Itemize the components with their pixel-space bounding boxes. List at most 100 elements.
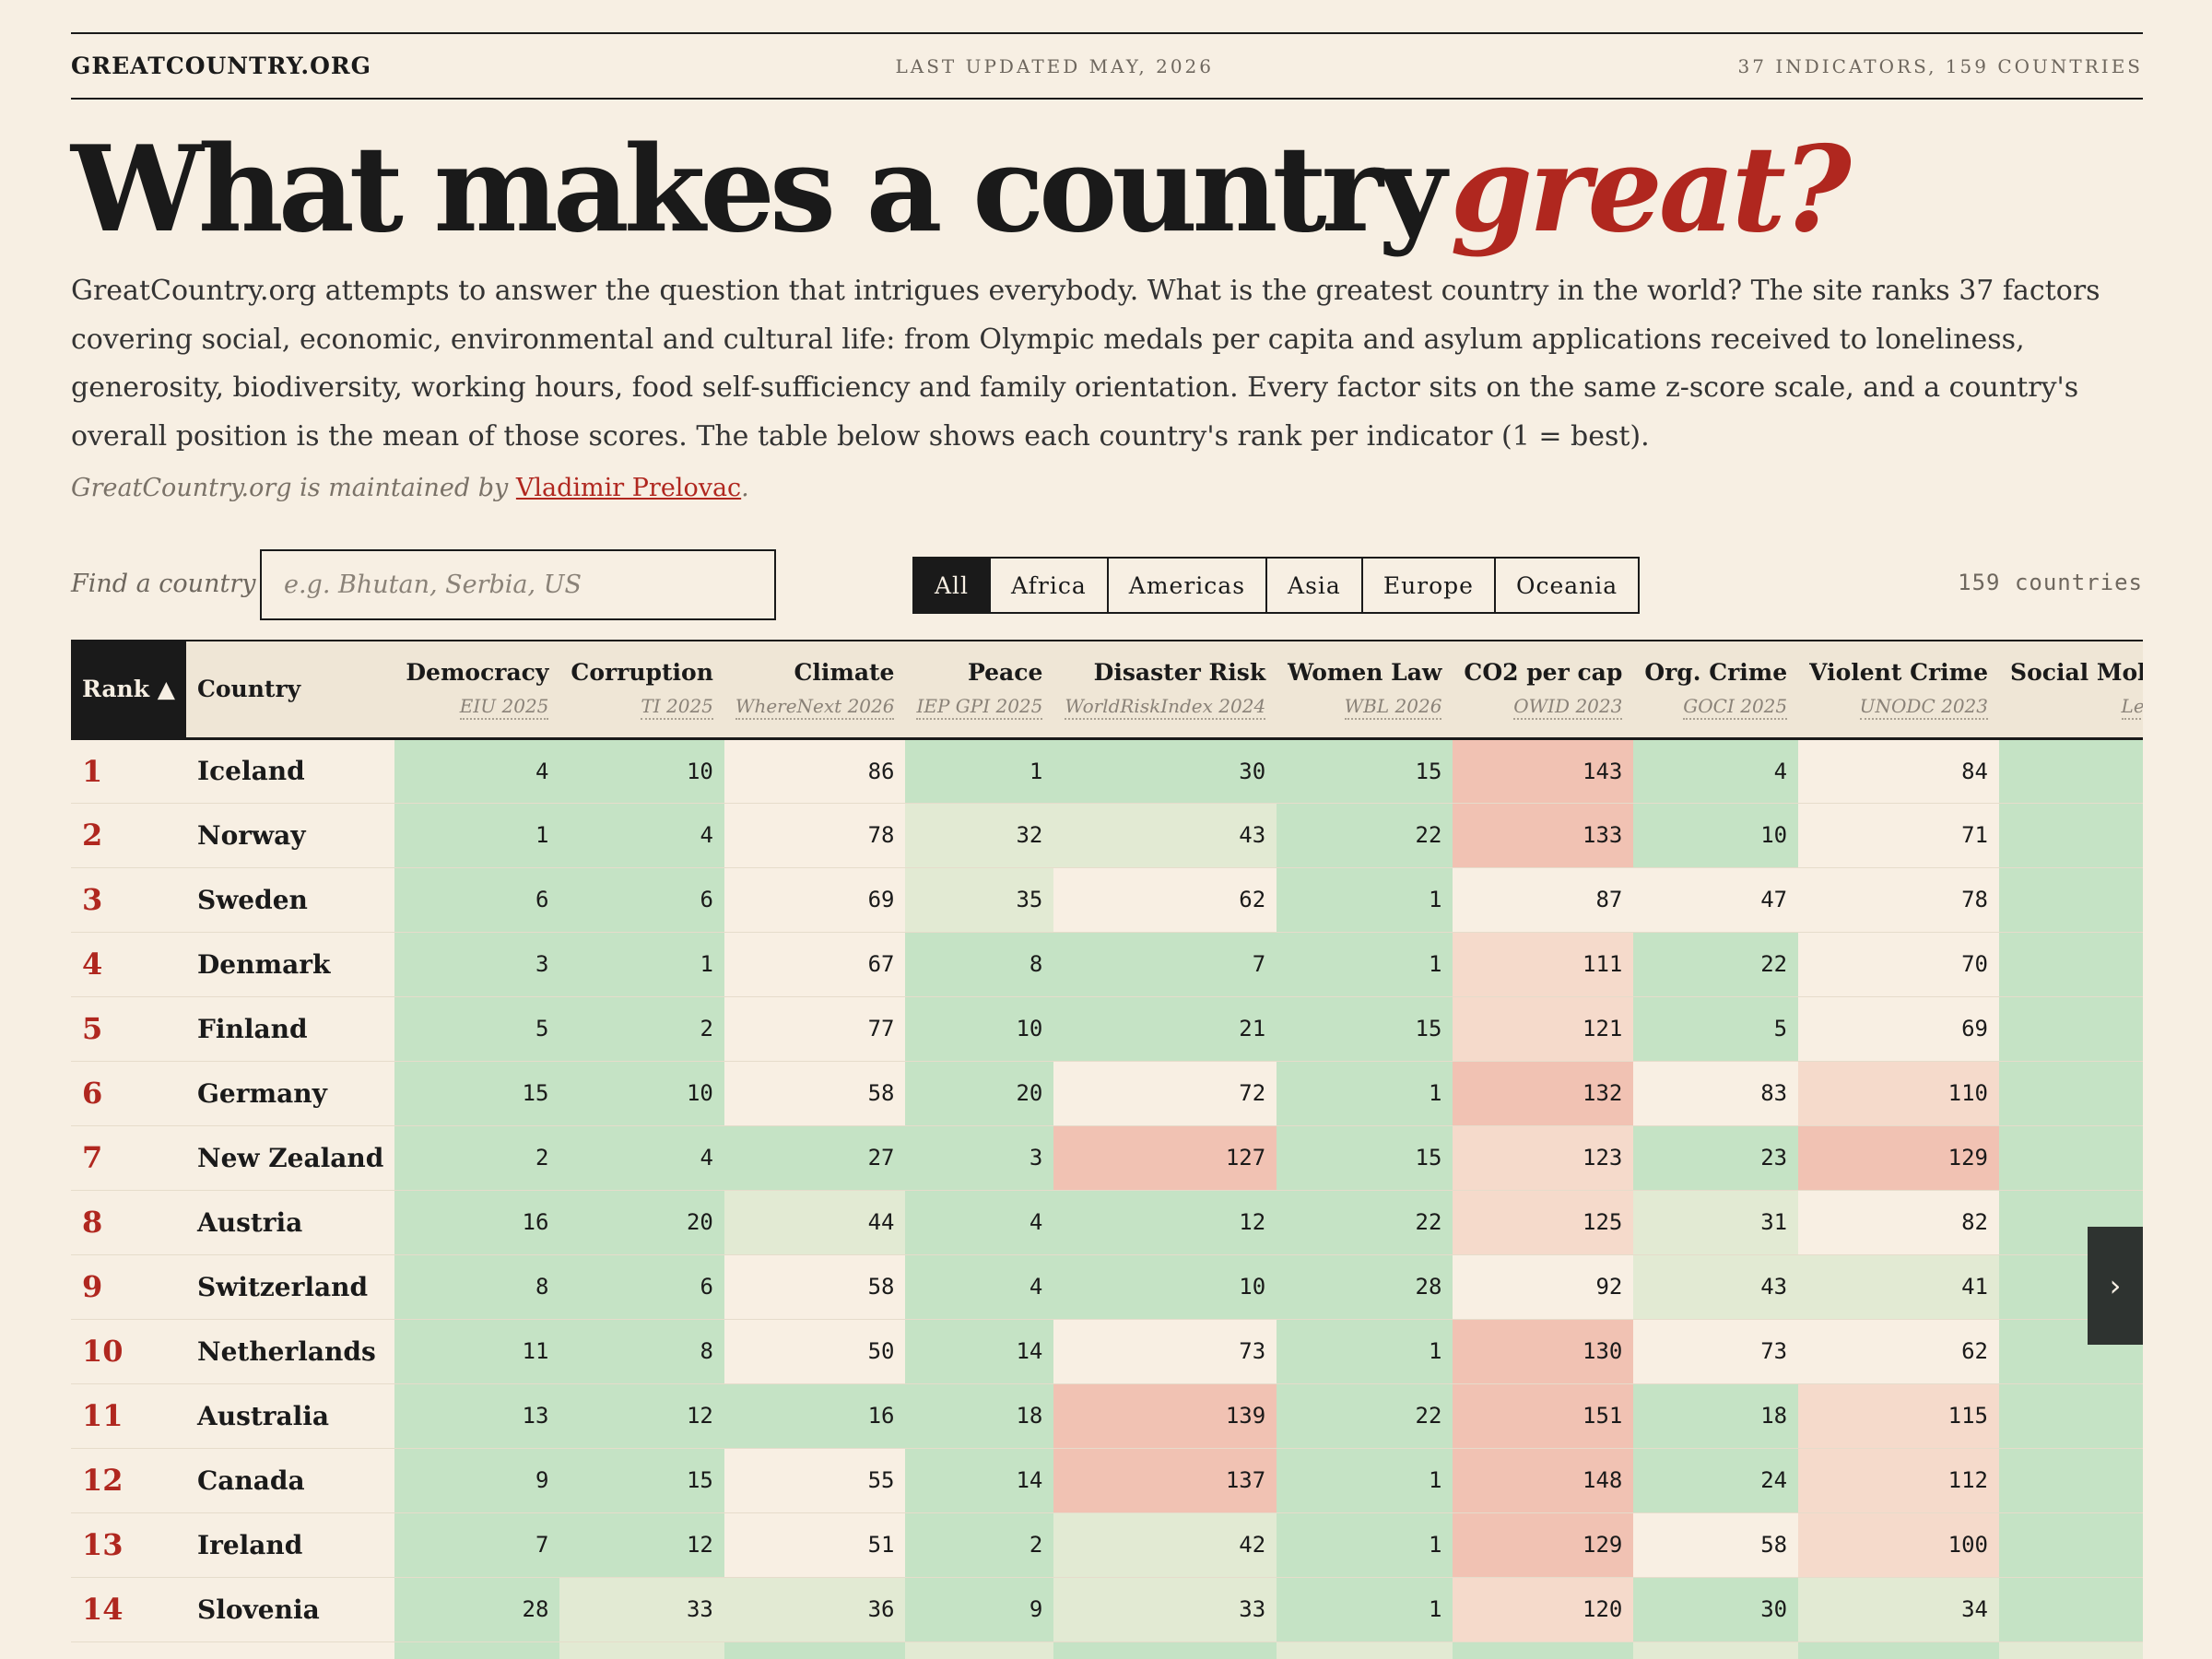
country-cell[interactable]: Austria (185, 1190, 395, 1255)
filter-africa[interactable]: Africa (989, 559, 1107, 612)
rank-cell: 12 (71, 1448, 186, 1513)
table-row[interactable]: 8 Austria 16 20 44 4 12 22 125 31 82 (71, 1190, 2143, 1255)
country-cell[interactable]: Australia (185, 1383, 395, 1449)
indicator-header-climate[interactable]: Climate WhereNext 2026 (724, 640, 906, 740)
indicator-name: Women Law (1288, 658, 1442, 686)
table-row[interactable]: 1 Iceland 4 10 86 1 30 15 143 4 84 (71, 738, 2143, 804)
indicator-source[interactable]: WhereNext 2026 (735, 695, 895, 720)
country-cell[interactable]: New Zealand (185, 1125, 395, 1191)
indicator-header-corruption[interactable]: Corruption TI 2025 (559, 640, 724, 740)
indicator-value-cell: 20 (559, 1190, 724, 1255)
country-cell[interactable]: Canada (185, 1448, 395, 1513)
indicator-value-cell: 20 (905, 1061, 1054, 1126)
indicator-value-cell: 5 (394, 996, 560, 1062)
country-cell[interactable]: Sweden (185, 867, 395, 933)
indicator-source[interactable]: IEP GPI 2025 (916, 695, 1043, 720)
filter-all[interactable]: All (914, 559, 990, 612)
indicator-value-cell: 33 (559, 1577, 724, 1642)
title-main: What makes a country (71, 121, 1446, 259)
indicator-value-cell: 112 (1798, 1448, 2000, 1513)
indicator-source[interactable]: WBL 2026 (1344, 695, 1442, 720)
indicator-value-cell: 1 (559, 932, 724, 997)
table-row[interactable]: 6 Germany 15 10 58 20 72 1 132 83 110 (71, 1061, 2143, 1126)
filter-asia[interactable]: Asia (1265, 559, 1361, 612)
country-cell[interactable]: Ireland (185, 1512, 395, 1578)
filter-europe[interactable]: Europe (1360, 559, 1494, 612)
rank-cell: 5 (71, 996, 186, 1062)
country-cell[interactable]: Iceland (185, 738, 395, 804)
author-link[interactable]: Vladimir Prelovac (515, 474, 742, 502)
indicator-source[interactable]: GOCI 2025 (1683, 695, 1788, 720)
indicator-value-cell (1999, 932, 2143, 997)
indicator-value-cell: 10 (559, 1061, 724, 1126)
country-cell[interactable]: Finland (185, 996, 395, 1062)
indicator-source[interactable]: EIU 2025 (459, 695, 549, 720)
indicator-value-cell: 4 (559, 1125, 724, 1191)
indicator-header-peace[interactable]: Peace IEP GPI 2025 (905, 640, 1054, 740)
country-cell[interactable]: Norway (185, 803, 395, 868)
table-row[interactable]: 9 Switzerland 8 6 58 4 10 28 92 43 41 (71, 1254, 2143, 1320)
table-row[interactable]: 13 Ireland 7 12 51 2 42 1 129 58 100 (71, 1512, 2143, 1578)
table-row[interactable]: 7 New Zealand 2 4 27 3 127 15 123 23 129 (71, 1125, 2143, 1191)
indicator-value-cell (1999, 996, 2143, 1062)
table-row[interactable]: 12 Canada 9 15 55 14 137 1 148 24 112 (71, 1448, 2143, 1513)
country-cell[interactable]: Switzerland (185, 1254, 395, 1320)
ranking-table-container[interactable]: Rank ▲ Country Democracy EIU 2025 Corrupti… (71, 640, 2143, 1659)
indicator-value-cell: 110 (1798, 1061, 2000, 1126)
rank-cell: 2 (71, 803, 186, 868)
indicator-value-cell: 132 (1453, 1061, 1634, 1126)
indicator-value-cell: 14 (905, 1448, 1054, 1513)
indicator-header-women-law[interactable]: Women Law WBL 2026 (1277, 640, 1453, 740)
indicator-name: Corruption (571, 658, 713, 686)
indicator-value-cell: 1 (1277, 1061, 1453, 1126)
last-updated: LAST UPDATED MAY, 2026 (895, 54, 1215, 77)
country-cell[interactable]: Slovenia (185, 1577, 395, 1642)
filter-americas[interactable]: Americas (1106, 559, 1266, 612)
indicator-header-violent-crime[interactable]: Violent Crime UNODC 2023 (1798, 640, 2000, 740)
indicator-value-cell: 21 (1053, 996, 1277, 1062)
indicator-value-cell: 18 (905, 1383, 1054, 1449)
indicator-source[interactable]: TI 2025 (641, 695, 713, 720)
intro-paragraph: GreatCountry.org attempts to answer the … (71, 275, 2100, 453)
indicator-header-org-crime[interactable]: Org. Crime GOCI 2025 (1633, 640, 1799, 740)
table-row[interactable]: 4 Denmark 3 1 67 8 7 1 111 22 70 (71, 932, 2143, 997)
region-filter: All Africa Americas Asia Europe Oceania (912, 557, 1641, 614)
credit-suffix: . (741, 474, 749, 502)
table-row[interactable]: 5 Finland 5 2 77 10 21 15 121 5 69 (71, 996, 2143, 1062)
rank-column-header[interactable]: Rank ▲ (71, 640, 186, 740)
indicator-source[interactable]: Legatum (2121, 695, 2143, 720)
indicator-header-disaster-risk[interactable]: Disaster Risk WorldRiskIndex 2024 (1053, 640, 1277, 740)
scroll-right-button[interactable]: › (2088, 1227, 2143, 1345)
country-cell[interactable]: Germany (185, 1061, 395, 1126)
table-row[interactable]: 10 Netherlands 11 8 50 14 73 1 130 73 62 (71, 1319, 2143, 1384)
indicator-header-social-mobility[interactable]: Social Mobility Legatum (1999, 640, 2143, 740)
indicator-value-cell: 1 (1277, 867, 1453, 933)
indicator-value-cell: 92 (1453, 1254, 1634, 1320)
country-cell[interactable]: Netherlands (185, 1319, 395, 1384)
indicator-source[interactable]: UNODC 2023 (1859, 695, 1989, 720)
indicator-value-cell: 8 (394, 1254, 560, 1320)
table-row[interactable]: 3 Sweden 6 6 69 35 62 1 87 47 78 (71, 867, 2143, 933)
table-row[interactable]: 2 Norway 1 4 78 32 43 22 133 10 71 (71, 803, 2143, 868)
country-column-header[interactable]: Country (185, 640, 395, 740)
indicator-value-cell: 34 (1798, 1577, 2000, 1642)
indicator-source[interactable]: OWID 2023 (1513, 695, 1623, 720)
indicator-value-cell: 70 (1798, 932, 2000, 997)
indicator-value-cell: 55 (724, 1448, 906, 1513)
country-cell[interactable]: Denmark (185, 932, 395, 997)
indicator-header-democracy[interactable]: Democracy EIU 2025 (394, 640, 560, 740)
country-cell[interactable] (185, 1641, 395, 1659)
indicator-source[interactable]: WorldRiskIndex 2024 (1065, 695, 1266, 720)
indicator-value-cell (1999, 867, 2143, 933)
indicator-value-cell: 125 (1453, 1190, 1634, 1255)
site-brand[interactable]: GREATCOUNTRY.ORG (71, 53, 371, 79)
indicator-value-cell: 62 (1798, 1319, 2000, 1384)
table-row[interactable] (71, 1641, 2143, 1659)
indicator-value-cell: 1 (1277, 1512, 1453, 1578)
search-input[interactable] (260, 549, 776, 620)
indicator-value-cell: 22 (1277, 1383, 1453, 1449)
table-row[interactable]: 14 Slovenia 28 33 36 9 33 1 120 30 34 (71, 1577, 2143, 1642)
table-row[interactable]: 11 Australia 13 12 16 18 139 22 151 18 115 (71, 1383, 2143, 1449)
filter-oceania[interactable]: Oceania (1493, 559, 1639, 612)
indicator-header-co2-per-cap[interactable]: CO2 per cap OWID 2023 (1453, 640, 1634, 740)
